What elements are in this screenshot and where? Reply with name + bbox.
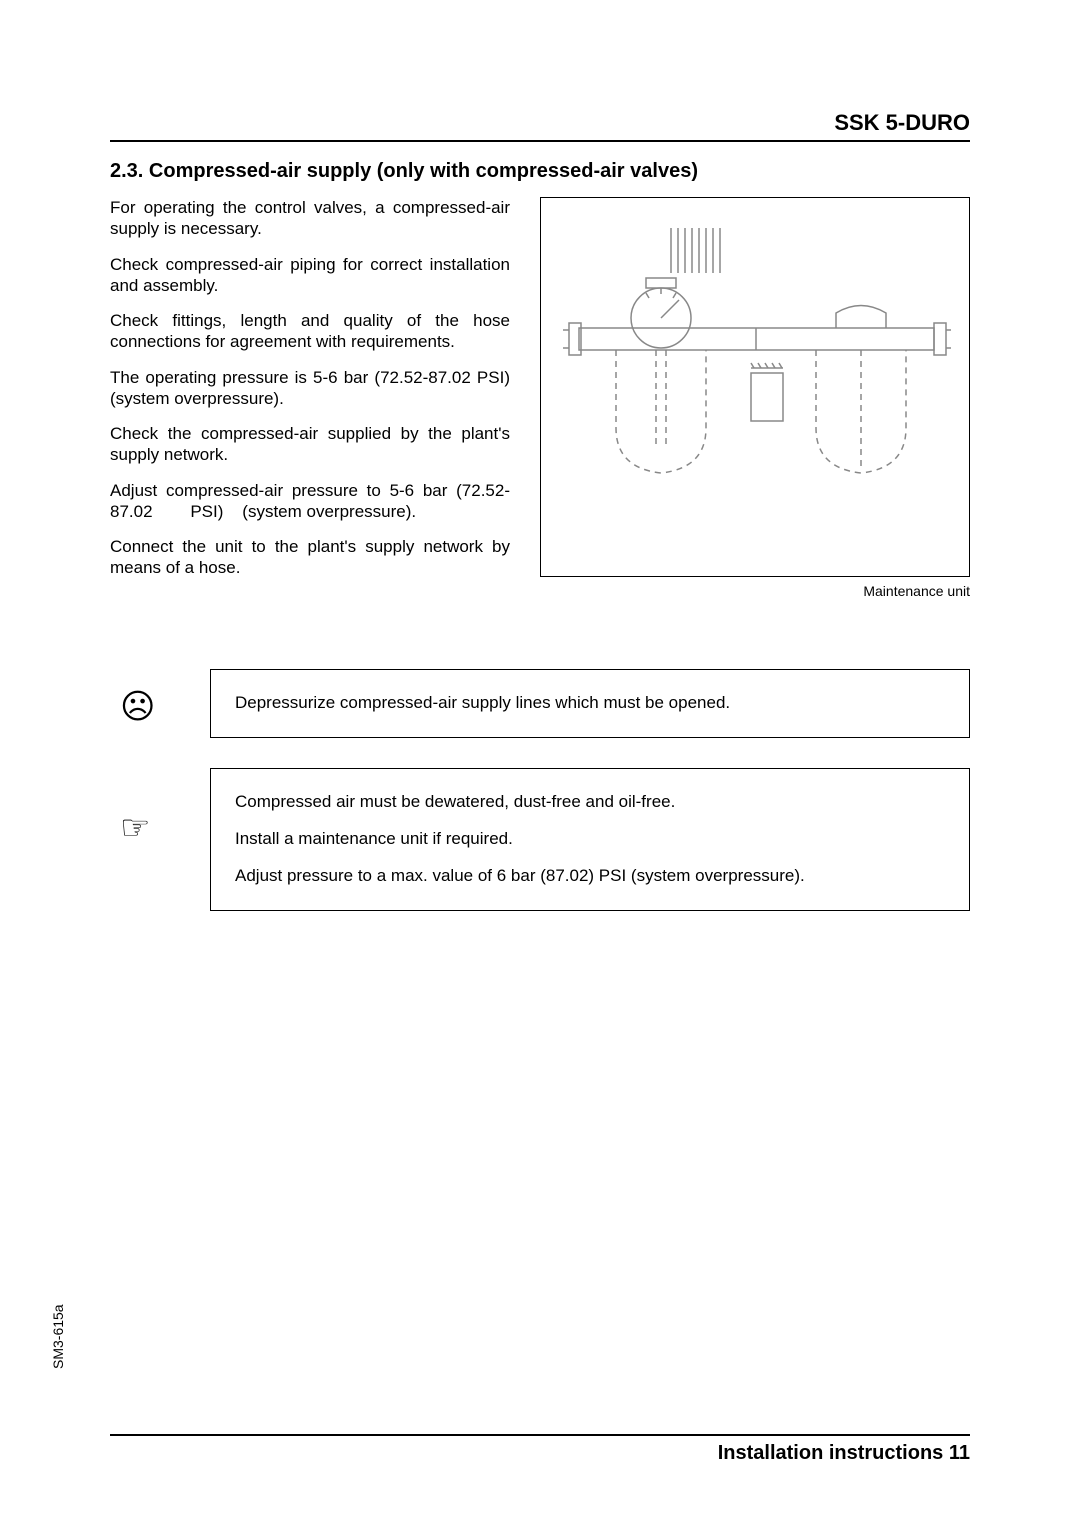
maintenance-unit-diagram — [561, 218, 951, 558]
warning-box: Depressurize compressed-air supply lines… — [210, 669, 970, 738]
paragraph: Check the compressed-air supplied by the… — [110, 423, 510, 466]
content-row: For operating the control valves, a comp… — [110, 197, 970, 599]
note-text: Adjust pressure to a max. value of 6 bar… — [235, 865, 945, 888]
footer-text: Installation instructions 11 — [110, 1442, 970, 1465]
body-text: For operating the control valves, a comp… — [110, 197, 510, 599]
paragraph: Check fittings, length and quality of th… — [110, 310, 510, 353]
paragraph: Connect the unit to the plant's supply n… — [110, 536, 510, 579]
note-text: Compressed air must be dewatered, dust-f… — [235, 791, 945, 814]
section-title: 2.3. Compressed-air supply (only with co… — [110, 160, 970, 183]
side-label: SM3-615a — [50, 1304, 66, 1369]
warning-icon: ☹ — [110, 669, 210, 727]
header-title: SSK 5-DURO — [110, 110, 970, 136]
note-box: Compressed air must be dewatered, dust-f… — [210, 768, 970, 911]
header-rule — [110, 140, 970, 142]
paragraph: Adjust compressed-air pressure to 5-6 ba… — [110, 480, 510, 523]
figure-box — [540, 197, 970, 577]
hand-icon: ☞ — [110, 768, 210, 848]
paragraph: The operating pressure is 5-6 bar (72.52… — [110, 367, 510, 410]
figure-column: Maintenance unit — [540, 197, 970, 599]
warning-text: Depressurize compressed-air supply lines… — [235, 692, 945, 715]
footer-rule — [110, 1434, 970, 1436]
footer: Installation instructions 11 — [110, 1434, 970, 1465]
warning-row: ☹ Depressurize compressed-air supply lin… — [110, 669, 970, 738]
figure-caption: Maintenance unit — [540, 583, 970, 599]
paragraph: For operating the control valves, a comp… — [110, 197, 510, 240]
note-text: Install a maintenance unit if required. — [235, 828, 945, 851]
paragraph: Check compressed-air piping for correct … — [110, 254, 510, 297]
note-row: ☞ Compressed air must be dewatered, dust… — [110, 768, 970, 911]
